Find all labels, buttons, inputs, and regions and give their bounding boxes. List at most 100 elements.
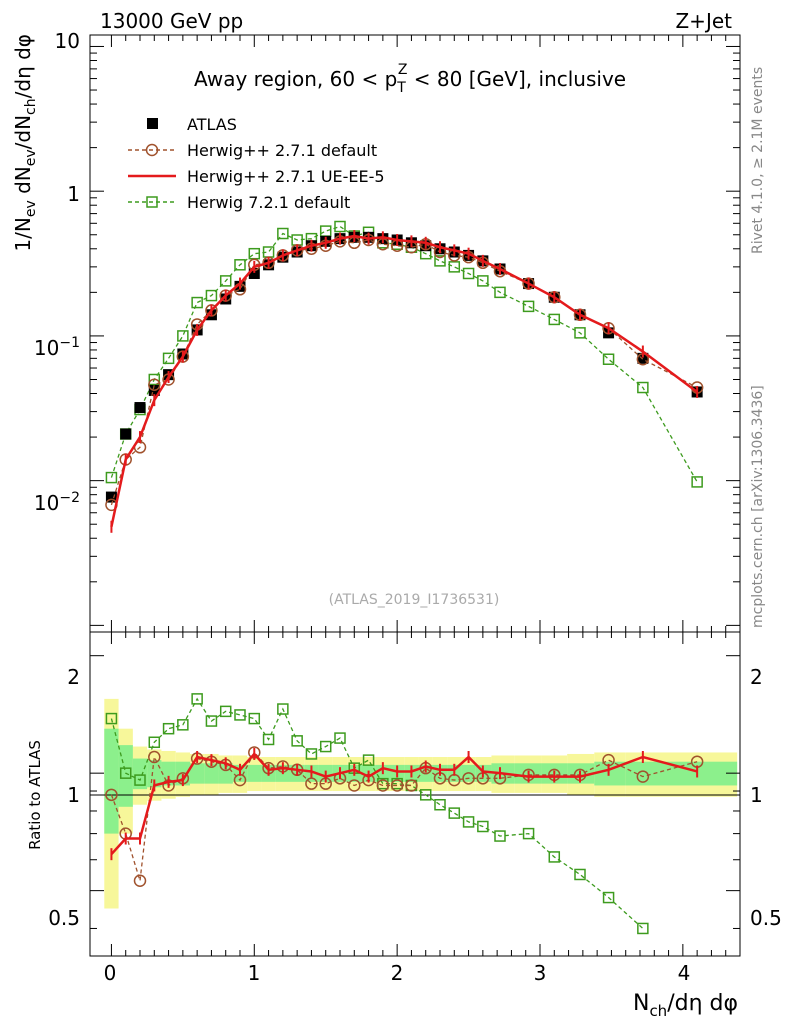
ratio-band-inner xyxy=(104,728,119,834)
ratio-point-hpp-default xyxy=(462,772,475,785)
x-axis-label: Nch/dη dφ xyxy=(633,991,738,1020)
ratio-axis-ticks xyxy=(90,632,740,956)
plot-title: Away region, 60 < pTZ < 80 [GeV], inclus… xyxy=(194,62,626,96)
ratio-ytick-label-0.5: 0.5 xyxy=(48,906,80,930)
ratio-point-h7-default xyxy=(177,719,189,731)
main-point-h7-default xyxy=(448,261,461,273)
ratio-point-hpp-default xyxy=(376,779,390,792)
main-point-h7-default xyxy=(691,476,703,488)
main-point-atlas xyxy=(105,491,117,503)
ratio-point-hpp-default xyxy=(148,750,161,764)
main-point-h7-default xyxy=(602,353,615,365)
ratio-point-h7-default xyxy=(119,767,132,779)
ratio-point-h7-default xyxy=(494,830,506,842)
main-ytick-label-10: 10 xyxy=(55,29,80,53)
ratio-point-hpp-default xyxy=(105,788,118,802)
legend-label-hpp-ueee5: Herwig++ 2.7.1 UE-EE-5 xyxy=(187,167,385,186)
main-y-axis-label: 1/Nev dNev/dNch/dη dφ xyxy=(11,34,39,252)
ratio-point-hpp-default xyxy=(305,777,318,790)
legend-marker-atlas xyxy=(147,118,158,129)
ratio-ytick-label-right-0.5: 0.5 xyxy=(750,906,782,930)
main-ytick-label-0.1: 10−1 xyxy=(34,335,80,360)
main-point-h7-default xyxy=(462,267,475,280)
main-point-atlas xyxy=(637,352,649,364)
ratio-plot-frame xyxy=(89,631,741,957)
main-point-h7-default xyxy=(574,327,586,339)
legend-label-h7-default: Herwig 7.2.1 default xyxy=(187,193,350,212)
ratio-band-inner xyxy=(132,758,148,790)
ratio-line-hpp-ueee5 xyxy=(110,752,698,856)
ratio-uncertainty-bands xyxy=(104,698,738,909)
main-point-h7-default xyxy=(162,352,175,365)
ratio-point-h7-default xyxy=(319,740,332,753)
analysis-id: (ATLAS_2019_I1736531) xyxy=(329,592,500,608)
mcplots-label: mcplots.cern.ch [arXiv:1306.3436] xyxy=(750,385,766,628)
ratio-series-layer xyxy=(105,693,704,935)
main-series-layer xyxy=(105,220,704,533)
main-point-atlas xyxy=(248,267,260,279)
main-point-h7-default xyxy=(548,313,561,326)
main-point-h7-default xyxy=(219,275,232,287)
ratio-ytick-label-right-1: 1 xyxy=(750,783,763,807)
ratio-point-hpp-default xyxy=(390,779,404,792)
xtick-label-4: 4 xyxy=(678,961,691,985)
ratio-point-h7-default xyxy=(462,816,475,828)
main-point-h7-default xyxy=(434,255,446,267)
main-point-h7-default xyxy=(205,289,218,302)
legend: ATLAS Herwig++ 2.7.1 default Herwig++ 2.… xyxy=(128,115,385,212)
ratio-point-h7-default xyxy=(219,705,232,718)
main-point-h7-default xyxy=(177,330,189,342)
ratio-point-hpp-default xyxy=(405,779,418,792)
ratio-point-h7-default xyxy=(574,868,586,881)
ratio-ytick-label-right-2: 2 xyxy=(750,665,763,689)
ratio-band-inner xyxy=(190,763,205,784)
ratio-ytick-label-1: 1 xyxy=(67,783,80,807)
ratio-y-axis-label: Ratio to ATLAS xyxy=(26,740,44,850)
main-point-h7-default xyxy=(637,381,649,394)
ratio-point-h7-default xyxy=(291,735,303,747)
main-point-hpp-default xyxy=(148,378,161,391)
main-ytick-label-0.01: 10−2 xyxy=(34,490,80,515)
plot-title-sub: T xyxy=(396,80,406,96)
ratio-point-h7-default xyxy=(362,754,375,766)
ratio-point-h7-default xyxy=(148,736,161,749)
ratio-point-h7-default xyxy=(477,820,489,833)
ratio-point-h7-default xyxy=(191,693,203,705)
main-point-atlas xyxy=(120,428,132,440)
ratio-point-h7-default xyxy=(134,774,146,786)
header-process: Z+Jet xyxy=(675,9,732,33)
rivet-label: Rivet 4.1.0, ≥ 2.1M events xyxy=(750,67,766,254)
ratio-point-h7-default xyxy=(234,709,246,721)
main-ytick-label-1: 1 xyxy=(67,182,80,206)
ratio-point-hpp-default xyxy=(636,770,650,783)
legend-marker-hpp-default xyxy=(145,143,159,157)
plot-title-sup: Z xyxy=(398,62,408,78)
ratio-ytick-label-2: 2 xyxy=(67,665,80,689)
ratio-point-h7-default xyxy=(448,807,461,819)
ratio-point-h7-default xyxy=(105,712,118,725)
ratio-point-h7-default xyxy=(277,703,289,715)
main-point-h7-default xyxy=(477,275,489,287)
ratio-point-h7-default xyxy=(434,798,446,811)
ratio-point-h7-default xyxy=(334,732,346,744)
ratio-band-inner xyxy=(247,764,262,782)
main-point-h7-default xyxy=(522,300,535,313)
main-line-hpp-default xyxy=(110,239,698,506)
ratio-point-h7-default xyxy=(548,851,561,863)
xtick-label-3: 3 xyxy=(534,961,547,985)
ratio-point-h7-default xyxy=(419,789,432,801)
main-point-h7-default xyxy=(191,296,203,309)
main-axis-ticks xyxy=(90,35,740,632)
ratio-point-h7-default xyxy=(305,748,318,760)
main-point-h7-default xyxy=(319,225,332,237)
ratio-point-h7-default xyxy=(637,922,649,935)
plot-title-suffix: < 80 [GeV], inclusive xyxy=(407,67,626,91)
main-line-hpp-ueee5 xyxy=(110,234,698,528)
ratio-point-hpp-default xyxy=(133,874,147,888)
ratio-point-h7-default xyxy=(162,722,175,735)
ratio-band-inner xyxy=(204,763,219,784)
ratio-point-h7-default xyxy=(602,891,615,904)
legend-label-atlas: ATLAS xyxy=(187,115,237,134)
main-point-h7-default xyxy=(334,220,346,233)
